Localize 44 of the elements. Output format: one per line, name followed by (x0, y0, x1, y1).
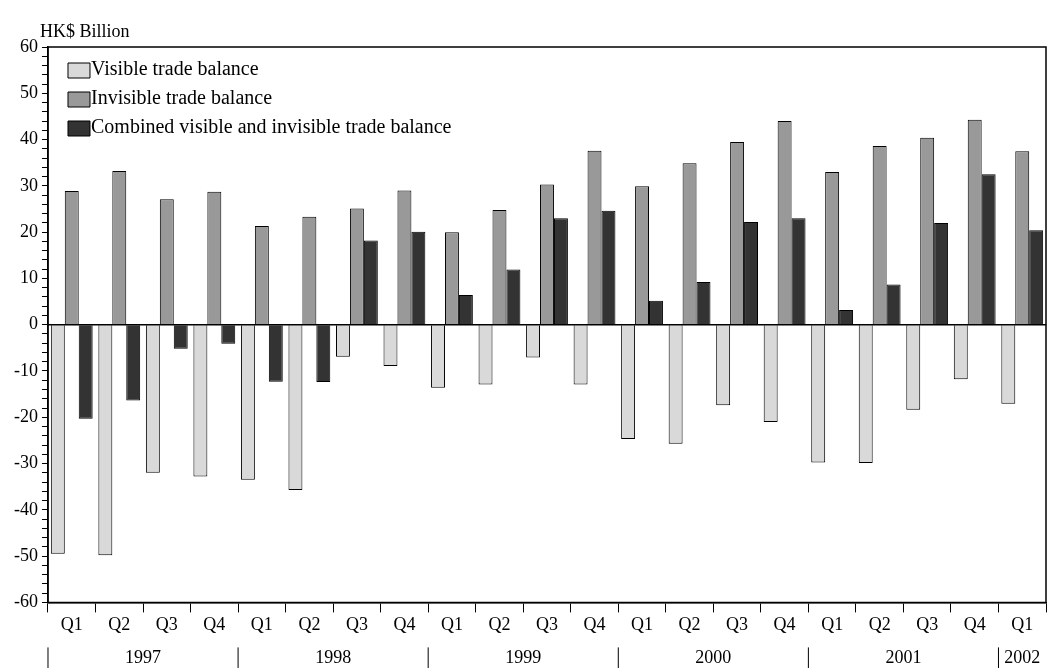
y-tick-label: -40 (13, 498, 38, 519)
x-tick-label: Q1 (440, 613, 463, 634)
x-tick-label: Q3 (345, 613, 368, 634)
y-tick-label: -20 (13, 406, 38, 426)
x-tick-label: Q3 (916, 613, 939, 634)
y-tick-label: 10 (19, 267, 38, 288)
x-tick-label: Q3 (536, 613, 558, 634)
text: 2001 (885, 647, 922, 668)
x-tick-label: Q4 (773, 613, 796, 634)
x-tick-label: Q2 (488, 613, 511, 634)
x-tick-label: Q3 (726, 613, 749, 634)
x-tick-label: Q2 (678, 613, 701, 634)
legend-label: Invisible trade balance (90, 86, 273, 109)
x-tick-label: Q1 (631, 613, 654, 634)
x-tick-label: Q4 (963, 613, 986, 634)
y-tick-label: -50 (13, 544, 38, 565)
y-tick-label: -10 (13, 359, 38, 380)
y-tick-label: 40 (19, 128, 38, 149)
x-tick-label: Q4 (583, 613, 606, 634)
text: 1997 (125, 647, 162, 668)
text: 2000 (695, 647, 732, 668)
y-tick-label: 60 (19, 35, 38, 56)
legend-label: Visible trade balance (90, 57, 259, 80)
y-tick-label: -60 (13, 591, 38, 612)
x-tick-label: Q2 (298, 613, 321, 634)
y-tick-label: 0 (28, 313, 38, 334)
x-tick-label: Q1 (1011, 613, 1034, 634)
legend-label: Combined visible and invisible trade balance (90, 115, 452, 138)
text: 1998 (315, 647, 352, 668)
y-tick-label: 20 (19, 220, 38, 241)
x-tick-label: Q3 (155, 613, 178, 634)
text: 1999 (505, 647, 542, 668)
text: 2002 (1004, 647, 1041, 668)
x-tick-label: Q1 (250, 613, 273, 634)
y-axis-title: HK$ Billion (39, 20, 130, 41)
y-tick-label: 30 (19, 174, 38, 195)
x-tick-label: Q2 (868, 613, 891, 634)
x-tick-label: Q4 (203, 613, 226, 634)
x-tick-label: Q1 (821, 613, 844, 634)
x-tick-label: Q4 (393, 613, 416, 634)
y-tick-label: -30 (13, 452, 38, 473)
x-tick-label: Q2 (108, 613, 131, 634)
x-tick-label: Q1 (60, 613, 83, 634)
y-tick-label: 50 (19, 82, 38, 103)
